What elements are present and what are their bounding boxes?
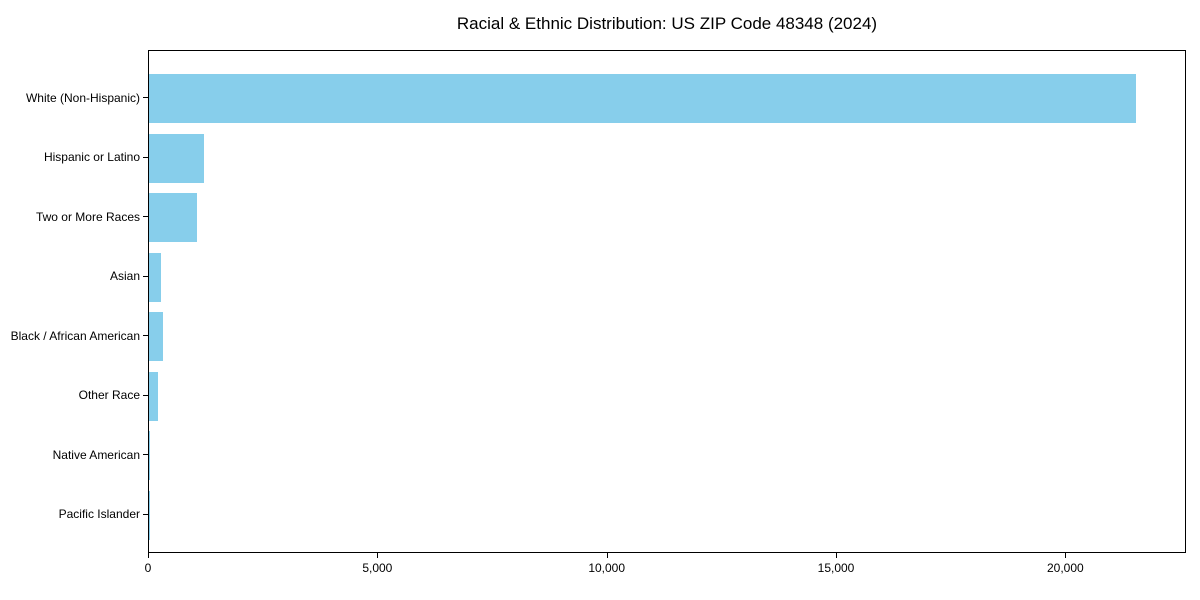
y-tick-label: Black / African American bbox=[10, 328, 140, 343]
y-tick bbox=[143, 97, 148, 98]
x-tick bbox=[377, 553, 379, 558]
y-tick-label: Other Race bbox=[78, 388, 140, 402]
bar bbox=[149, 74, 1136, 123]
x-tick bbox=[148, 553, 149, 558]
y-tick bbox=[143, 216, 148, 217]
y-tick-label: White (Non-Hispanic) bbox=[25, 90, 140, 105]
x-tick-label: 10,000 bbox=[588, 561, 626, 575]
bar bbox=[149, 312, 163, 361]
x-tick-label: 15,000 bbox=[817, 561, 855, 575]
bar bbox=[149, 252, 162, 302]
bar bbox=[149, 193, 198, 242]
bar bbox=[149, 431, 150, 480]
y-tick bbox=[143, 394, 148, 396]
bar bbox=[149, 371, 159, 421]
y-tick-label: Native American bbox=[52, 447, 140, 462]
y-tick-label: Hispanic or Latino bbox=[43, 150, 140, 164]
y-tick bbox=[143, 156, 148, 158]
chart-title: Racial & Ethnic Distribution: US ZIP Cod… bbox=[456, 14, 878, 33]
x-tick bbox=[606, 553, 608, 558]
y-tick-label: Two or More Races bbox=[35, 209, 140, 224]
x-tick bbox=[1065, 553, 1067, 558]
x-tick-label: 0 bbox=[144, 561, 152, 575]
y-tick-label: Pacific Islander bbox=[58, 507, 140, 521]
y-tick bbox=[143, 454, 148, 455]
x-tick-label: 5,000 bbox=[362, 561, 393, 575]
x-tick-label: 20,000 bbox=[1047, 561, 1084, 575]
y-tick bbox=[143, 513, 148, 515]
bar bbox=[149, 133, 204, 183]
y-tick-label: Asian bbox=[109, 269, 140, 283]
x-tick bbox=[836, 553, 838, 558]
y-tick bbox=[143, 275, 148, 277]
y-tick bbox=[143, 335, 148, 336]
plot-area bbox=[148, 50, 1186, 553]
